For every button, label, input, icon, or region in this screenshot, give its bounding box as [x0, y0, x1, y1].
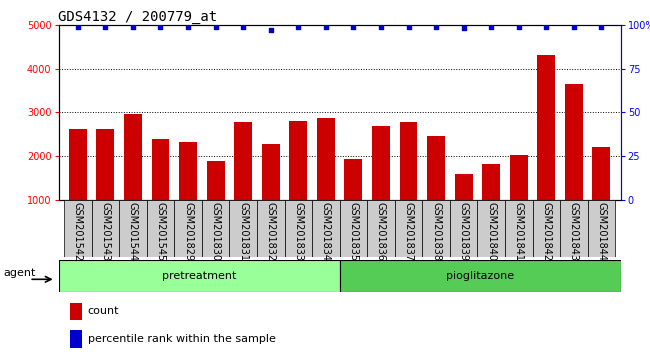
Bar: [588, 200, 616, 257]
Text: GSM201832: GSM201832: [266, 202, 276, 261]
Point: [514, 24, 524, 29]
Point: [320, 24, 331, 29]
Bar: [96, 129, 114, 244]
Text: GSM201837: GSM201837: [404, 202, 413, 261]
Point: [211, 24, 221, 29]
Bar: [317, 118, 335, 244]
Point: [596, 24, 606, 29]
Text: agent: agent: [3, 268, 35, 278]
Bar: [70, 303, 82, 320]
Bar: [367, 200, 395, 257]
Text: GSM201836: GSM201836: [376, 202, 386, 261]
Bar: [400, 122, 417, 244]
Bar: [202, 200, 229, 257]
Point: [73, 24, 83, 29]
Point: [569, 24, 579, 29]
Point: [404, 24, 414, 29]
Point: [541, 24, 552, 29]
Text: GSM201841: GSM201841: [514, 202, 524, 261]
Point: [431, 24, 441, 29]
Text: GSM201543: GSM201543: [100, 202, 110, 261]
Bar: [455, 174, 473, 244]
Text: GSM201542: GSM201542: [73, 202, 83, 261]
Bar: [119, 200, 147, 257]
Bar: [69, 129, 86, 244]
Bar: [285, 200, 312, 257]
Text: GSM201838: GSM201838: [431, 202, 441, 261]
Bar: [229, 200, 257, 257]
Bar: [422, 200, 450, 257]
Text: count: count: [88, 306, 119, 316]
Text: GSM201844: GSM201844: [597, 202, 606, 261]
Text: GSM201839: GSM201839: [459, 202, 469, 261]
Bar: [58, 260, 339, 292]
Bar: [147, 200, 174, 257]
Bar: [593, 147, 610, 244]
Text: GSM201830: GSM201830: [211, 202, 220, 261]
Bar: [151, 139, 170, 244]
Bar: [340, 200, 367, 257]
Bar: [565, 84, 583, 244]
Point: [348, 24, 359, 29]
Point: [293, 24, 304, 29]
Point: [458, 25, 469, 31]
Bar: [70, 331, 82, 348]
Bar: [532, 200, 560, 257]
Text: GSM201834: GSM201834: [321, 202, 331, 261]
Bar: [257, 200, 285, 257]
Text: GSM201831: GSM201831: [238, 202, 248, 261]
Point: [100, 24, 110, 29]
Point: [183, 24, 193, 29]
Bar: [312, 200, 340, 257]
Bar: [179, 142, 197, 244]
Text: pioglitazone: pioglitazone: [446, 271, 514, 281]
Point: [127, 24, 138, 29]
Point: [265, 27, 276, 33]
Bar: [234, 121, 252, 244]
Bar: [395, 200, 423, 257]
Bar: [427, 137, 445, 244]
Text: GSM201843: GSM201843: [569, 202, 579, 261]
Text: GSM201840: GSM201840: [486, 202, 496, 261]
Text: GSM201835: GSM201835: [348, 202, 358, 261]
Bar: [339, 260, 621, 292]
Bar: [372, 126, 390, 244]
Point: [238, 24, 248, 29]
Point: [155, 24, 166, 29]
Point: [376, 24, 386, 29]
Bar: [450, 200, 478, 257]
Bar: [482, 164, 500, 244]
Bar: [538, 55, 555, 244]
Bar: [289, 121, 307, 244]
Text: pretreatment: pretreatment: [162, 271, 236, 281]
Text: GSM201842: GSM201842: [541, 202, 551, 261]
Text: GDS4132 / 200779_at: GDS4132 / 200779_at: [58, 10, 218, 24]
Text: GSM201545: GSM201545: [155, 202, 166, 261]
Bar: [92, 200, 119, 257]
Text: GSM201833: GSM201833: [293, 202, 304, 261]
Bar: [510, 155, 528, 244]
Text: percentile rank within the sample: percentile rank within the sample: [88, 334, 276, 344]
Bar: [124, 114, 142, 244]
Text: GSM201544: GSM201544: [128, 202, 138, 261]
Bar: [505, 200, 532, 257]
Text: GSM201829: GSM201829: [183, 202, 193, 261]
Bar: [478, 200, 505, 257]
Bar: [262, 144, 279, 244]
Bar: [560, 200, 588, 257]
Bar: [207, 161, 224, 244]
Bar: [64, 200, 92, 257]
Bar: [174, 200, 202, 257]
Point: [486, 24, 497, 29]
Bar: [344, 159, 362, 244]
